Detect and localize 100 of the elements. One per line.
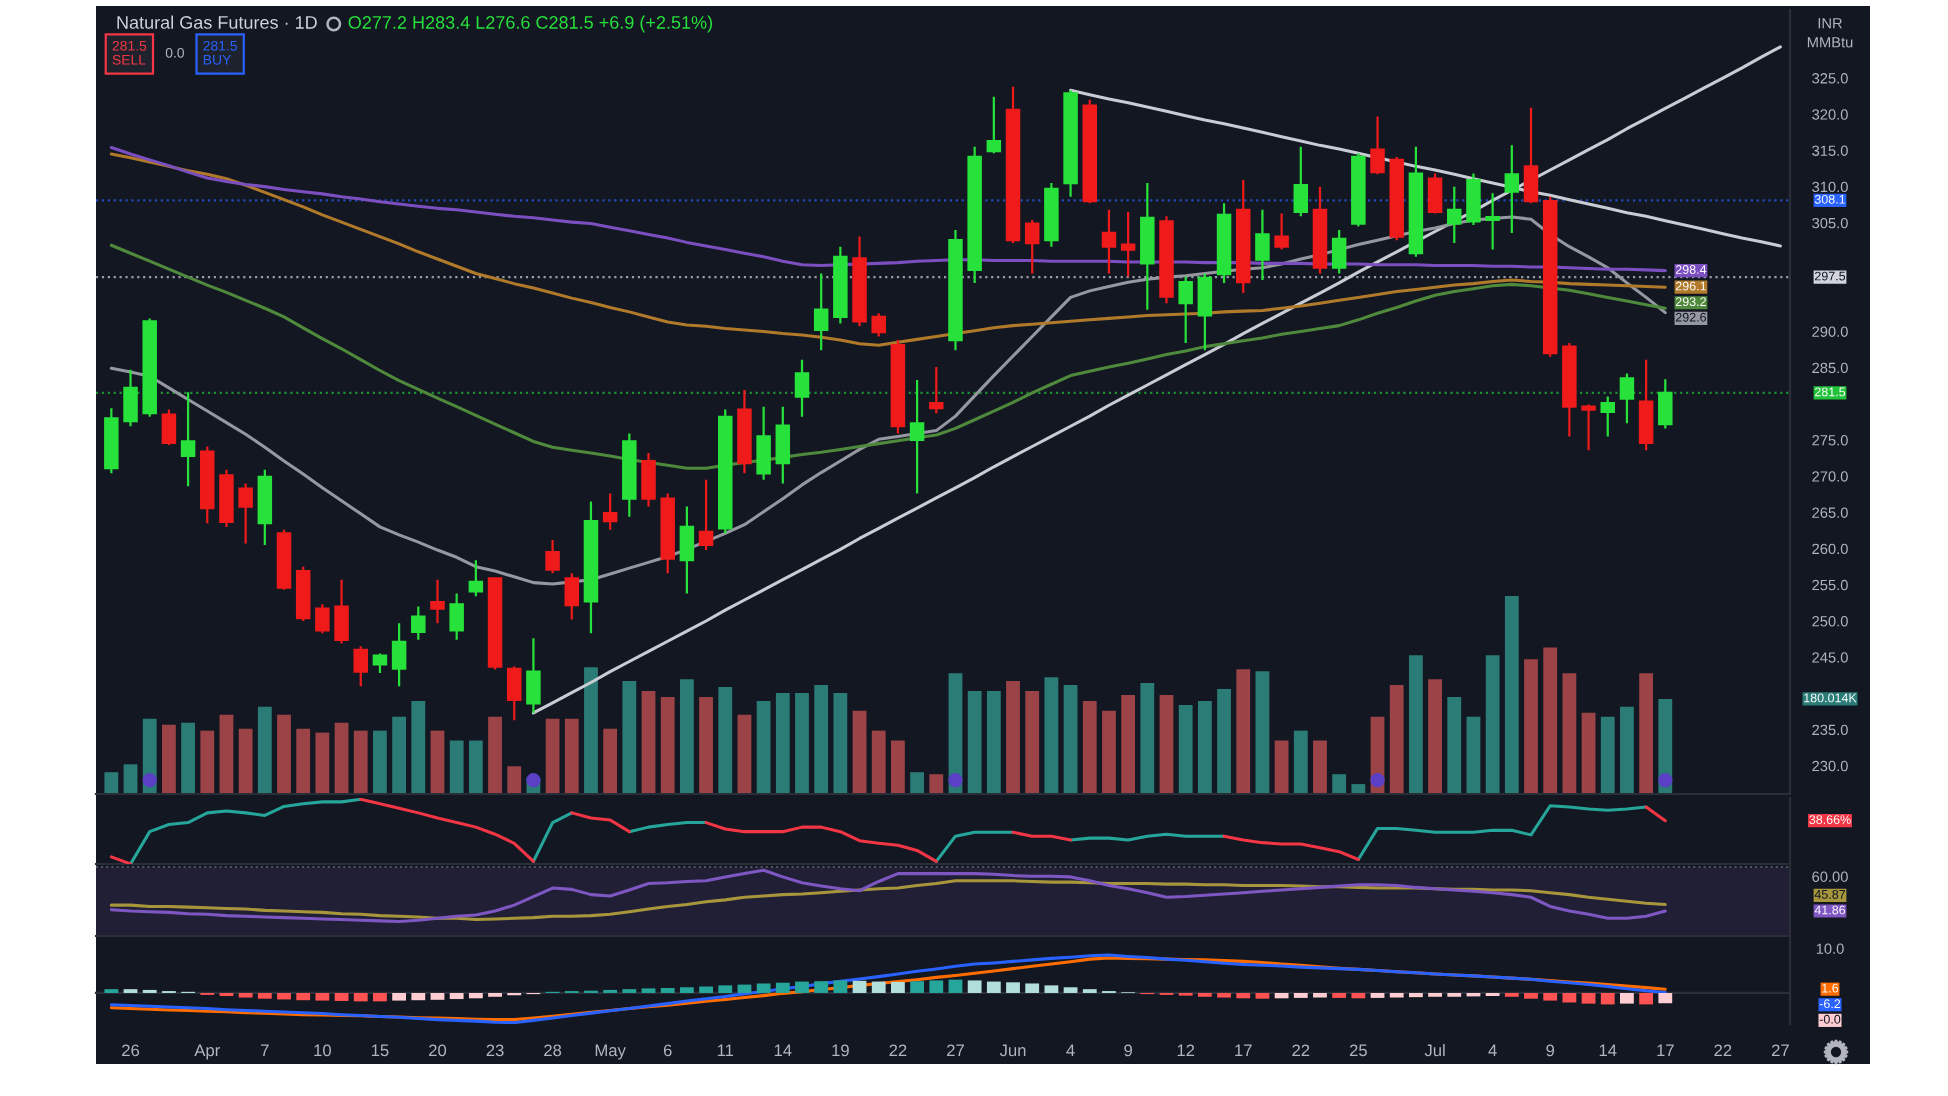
bar bbox=[1332, 774, 1347, 794]
bar bbox=[871, 730, 886, 794]
candlestick bbox=[737, 388, 752, 475]
x-tick-label: 6 bbox=[663, 1044, 672, 1057]
bar bbox=[929, 980, 944, 993]
x-tick-label: 15 bbox=[371, 1044, 389, 1057]
x-tick-label: Jun bbox=[999, 1044, 1026, 1057]
bar bbox=[1600, 716, 1615, 794]
candlestick bbox=[794, 358, 810, 418]
bar bbox=[564, 718, 579, 794]
candlestick bbox=[1370, 115, 1385, 176]
bar bbox=[181, 722, 195, 794]
candlestick bbox=[334, 578, 349, 645]
bar bbox=[507, 766, 522, 794]
candlestick bbox=[583, 500, 599, 635]
bar bbox=[1428, 679, 1442, 794]
bar bbox=[1466, 716, 1481, 794]
bar bbox=[257, 706, 272, 794]
bar bbox=[1063, 987, 1078, 993]
bar bbox=[1543, 647, 1558, 794]
bar bbox=[1313, 992, 1327, 998]
candlestick bbox=[104, 407, 119, 475]
bar bbox=[1121, 694, 1136, 794]
candlestick bbox=[1523, 106, 1539, 205]
candlestick bbox=[1005, 85, 1021, 245]
candlestick bbox=[276, 528, 292, 591]
bar bbox=[1255, 992, 1270, 999]
bar bbox=[737, 984, 752, 993]
bar bbox=[1293, 992, 1308, 998]
candlestick bbox=[1485, 192, 1500, 251]
bar bbox=[1620, 992, 1634, 1004]
bar bbox=[1639, 992, 1654, 1005]
bar bbox=[392, 716, 407, 794]
candlestick bbox=[698, 478, 714, 552]
bar bbox=[353, 992, 368, 1002]
candlestick bbox=[1159, 215, 1174, 305]
candlestick bbox=[1178, 275, 1193, 345]
bar bbox=[334, 992, 349, 1001]
bar bbox=[1351, 784, 1366, 794]
candlestick bbox=[929, 365, 944, 415]
bar bbox=[775, 693, 790, 794]
candlestick bbox=[1466, 172, 1481, 227]
candlestick bbox=[1600, 395, 1615, 438]
candlestick bbox=[967, 145, 982, 285]
bar bbox=[162, 724, 176, 794]
candlestick bbox=[890, 339, 906, 435]
bar bbox=[660, 696, 675, 794]
bar bbox=[756, 700, 771, 794]
candlestick bbox=[1658, 378, 1673, 430]
bar bbox=[891, 740, 905, 794]
candlestick bbox=[372, 652, 388, 675]
bar bbox=[1140, 683, 1155, 794]
bar bbox=[449, 992, 464, 1000]
x-tick-label: 4 bbox=[1066, 1044, 1075, 1057]
x-tick-label: 22 bbox=[889, 1044, 907, 1057]
candlestick bbox=[257, 468, 273, 547]
bar bbox=[1255, 671, 1270, 794]
candlestick bbox=[1504, 144, 1520, 235]
bar bbox=[277, 992, 291, 1000]
x-tick-label: 20 bbox=[429, 1044, 447, 1057]
x-tick-label: 10 bbox=[314, 1044, 331, 1057]
chart-title: Natural Gas Futures · 1D bbox=[117, 15, 317, 29]
bar bbox=[1217, 992, 1231, 998]
x-tick-label: May bbox=[595, 1044, 626, 1060]
bar bbox=[603, 728, 618, 794]
candlestick bbox=[1408, 145, 1424, 258]
bar bbox=[353, 730, 368, 794]
candlestick bbox=[200, 445, 215, 525]
candlestick bbox=[1235, 179, 1251, 295]
candlestick bbox=[526, 637, 541, 715]
candlestick bbox=[948, 228, 963, 352]
bar bbox=[852, 710, 867, 794]
x-tick-label: 25 bbox=[1349, 1044, 1367, 1057]
candlestick bbox=[1082, 98, 1098, 205]
bar bbox=[1006, 982, 1020, 993]
bar bbox=[1217, 689, 1231, 794]
bar bbox=[392, 992, 407, 1001]
bar bbox=[1313, 740, 1327, 794]
bar bbox=[1581, 712, 1596, 794]
candlestick bbox=[602, 492, 618, 531]
bar bbox=[411, 992, 426, 1001]
candlestick bbox=[1581, 403, 1596, 452]
bar bbox=[1389, 992, 1404, 998]
candlestick bbox=[1120, 210, 1136, 278]
candlestick bbox=[1447, 185, 1462, 245]
x-tick-label: 14 bbox=[774, 1044, 792, 1057]
candlestick bbox=[1044, 181, 1059, 248]
candlestick bbox=[487, 576, 503, 671]
candlestick bbox=[1293, 145, 1309, 218]
candlestick bbox=[411, 605, 426, 641]
candlestick bbox=[1619, 372, 1635, 425]
bar bbox=[219, 714, 234, 794]
candlestick bbox=[1638, 358, 1654, 452]
candlestick bbox=[353, 645, 368, 688]
bar bbox=[929, 774, 944, 794]
bar bbox=[1639, 673, 1654, 794]
x-tick-label: Apr bbox=[194, 1044, 220, 1060]
bar bbox=[1504, 595, 1519, 794]
bar bbox=[373, 992, 387, 1002]
bar bbox=[699, 986, 713, 993]
